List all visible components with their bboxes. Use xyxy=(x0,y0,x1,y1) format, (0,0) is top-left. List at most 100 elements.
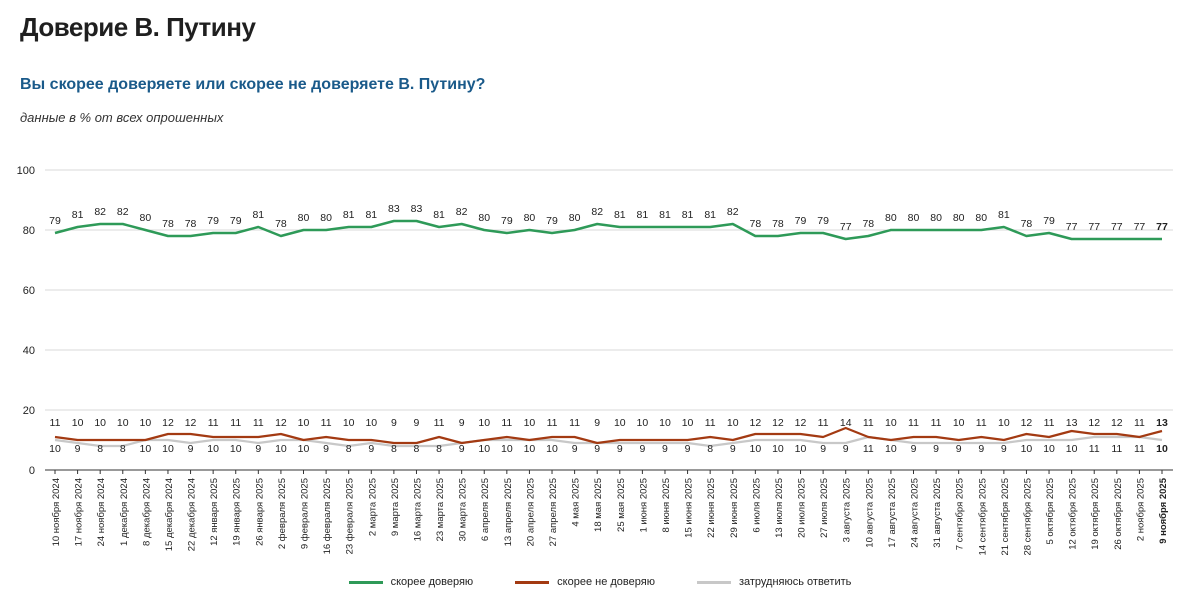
data-label-trust: 78 xyxy=(162,218,174,230)
data-label-distrust: 11 xyxy=(50,417,61,429)
x-tick-label: 2 февраля 2025 xyxy=(277,478,288,549)
data-label-distrust: 12 xyxy=(185,417,197,429)
data-label-distrust: 12 xyxy=(275,417,287,429)
x-tick-label: 27 июля 2025 xyxy=(819,478,830,538)
x-tick-label: 9 ноября 2025 xyxy=(1158,477,1169,543)
data-label-trust: 83 xyxy=(411,203,423,215)
data-label-undecided: 10 xyxy=(885,443,897,455)
legend-item-undecided: затрудняюсь ответить xyxy=(696,576,851,588)
data-label-distrust: 10 xyxy=(614,417,626,429)
data-label-distrust: 11 xyxy=(321,417,332,429)
data-label-distrust: 11 xyxy=(569,417,580,429)
data-label-distrust: 11 xyxy=(208,417,219,429)
data-label-trust: 78 xyxy=(750,218,762,230)
data-label-trust: 78 xyxy=(1021,218,1033,230)
x-tick-label: 24 августа 2025 xyxy=(909,478,920,548)
data-label-distrust: 10 xyxy=(659,417,671,429)
data-label-distrust: 9 xyxy=(414,417,420,429)
x-tick-label: 23 марта 2025 xyxy=(435,478,446,541)
data-label-distrust: 10 xyxy=(727,417,739,429)
x-tick-label: 18 мая 2025 xyxy=(593,478,604,532)
data-label-trust: 80 xyxy=(524,212,536,224)
data-label-trust: 80 xyxy=(975,212,987,224)
data-label-trust: 78 xyxy=(185,218,197,230)
x-tick-label: 26 января 2025 xyxy=(254,478,265,546)
legend-label-distrust: скорее не доверяю xyxy=(557,576,655,588)
x-tick-label: 1 июня 2025 xyxy=(638,478,649,533)
x-tick-label: 17 августа 2025 xyxy=(887,478,898,548)
legend-label-trust: скорее доверяю xyxy=(390,576,474,588)
data-label-distrust: 11 xyxy=(253,417,264,429)
x-tick-label: 19 октября 2025 xyxy=(1090,478,1101,550)
data-label-trust: 79 xyxy=(230,215,242,227)
data-label-undecided: 9 xyxy=(572,443,578,455)
data-label-trust: 82 xyxy=(727,206,739,218)
data-label-undecided: 9 xyxy=(255,443,261,455)
data-label-distrust: 10 xyxy=(140,417,152,429)
data-label-undecided: 11 xyxy=(863,443,874,455)
data-label-undecided: 9 xyxy=(617,443,623,455)
data-label-trust: 81 xyxy=(343,209,355,221)
data-label-distrust: 11 xyxy=(434,417,445,429)
x-tick-label: 3 августа 2025 xyxy=(842,478,853,542)
data-label-distrust: 11 xyxy=(230,417,241,429)
data-label-trust: 81 xyxy=(365,209,377,221)
series-line-undecided xyxy=(54,435,1163,448)
x-tick-label: 9 февраля 2025 xyxy=(300,478,311,549)
data-label-trust: 78 xyxy=(275,218,287,230)
data-label-trust: 82 xyxy=(456,206,468,218)
x-tick-label: 15 июня 2025 xyxy=(684,478,695,538)
data-label-trust: 79 xyxy=(546,215,558,227)
data-label-distrust: 12 xyxy=(795,417,807,429)
data-label-undecided: 10 xyxy=(1021,443,1033,455)
x-tick-label: 13 апреля 2025 xyxy=(503,478,514,546)
x-tick-label: 5 октября 2025 xyxy=(1045,478,1056,545)
legend-swatch-distrust xyxy=(515,580,550,584)
data-label-distrust: 10 xyxy=(682,417,694,429)
data-label-undecided: 9 xyxy=(323,443,329,455)
data-label-distrust: 12 xyxy=(1021,417,1033,429)
data-label-undecided: 9 xyxy=(639,443,645,455)
data-label-trust: 80 xyxy=(885,212,897,224)
series-line-distrust xyxy=(54,426,1163,445)
data-label-trust: 82 xyxy=(591,206,603,218)
x-tick-label: 12 января 2025 xyxy=(209,478,220,546)
data-label-distrust: 10 xyxy=(94,417,106,429)
data-label-undecided: 10 xyxy=(750,443,762,455)
data-label-undecided: 8 xyxy=(707,443,713,455)
x-tick-label: 30 марта 2025 xyxy=(458,478,469,541)
x-tick-label: 27 апреля 2025 xyxy=(548,478,559,546)
x-tick-label: 15 декабря 2024 xyxy=(164,478,175,551)
data-label-undecided: 10 xyxy=(1066,443,1078,455)
data-label-distrust: 12 xyxy=(750,417,762,429)
chart-legend: скорее доверяю скорее не доверяю затрудн… xyxy=(0,576,1200,588)
data-label-trust: 77 xyxy=(1134,221,1146,233)
data-label-undecided: 8 xyxy=(436,443,442,455)
data-label-trust: 81 xyxy=(998,209,1010,221)
data-label-undecided: 9 xyxy=(594,443,600,455)
x-tick-label: 19 января 2025 xyxy=(232,478,243,546)
data-label-undecided: 9 xyxy=(820,443,826,455)
data-label-undecided: 10 xyxy=(140,443,152,455)
data-label-undecided: 8 xyxy=(391,443,397,455)
x-tick-label: 21 сентября 2025 xyxy=(1000,478,1011,556)
data-label-undecided: 8 xyxy=(346,443,352,455)
legend-swatch-undecided xyxy=(696,580,731,584)
data-label-undecided: 9 xyxy=(685,443,691,455)
data-label-undecided: 9 xyxy=(978,443,984,455)
data-label-trust: 80 xyxy=(569,212,581,224)
data-label-distrust: 11 xyxy=(976,417,987,429)
data-label-trust: 81 xyxy=(659,209,671,221)
x-tick-label: 9 марта 2025 xyxy=(390,478,401,536)
data-label-distrust: 10 xyxy=(637,417,649,429)
x-tick-label: 16 марта 2025 xyxy=(412,478,423,541)
x-tick-label: 2 марта 2025 xyxy=(367,478,378,536)
x-tick-label: 8 июня 2025 xyxy=(661,478,672,533)
survey-question: Вы скорее доверяете или скорее не доверя… xyxy=(20,76,486,93)
data-label-trust: 77 xyxy=(840,221,852,233)
page-title: Доверие В. Путину xyxy=(20,12,256,42)
data-label-undecided: 9 xyxy=(843,443,849,455)
data-label-distrust: 11 xyxy=(501,417,512,429)
data-label-undecided: 9 xyxy=(75,443,81,455)
